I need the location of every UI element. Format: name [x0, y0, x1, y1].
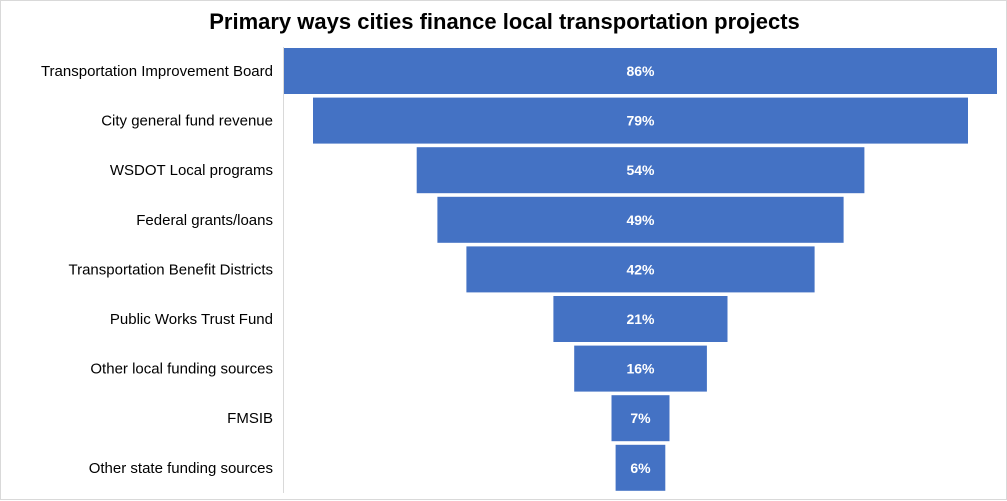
funnel-bar — [466, 246, 815, 293]
data-label: 42% — [626, 261, 655, 277]
category-label: Other local funding sources — [90, 361, 273, 378]
category-label: WSDOT Local programs — [110, 162, 273, 179]
data-label: 16% — [626, 361, 655, 377]
bars-group: 86% Transportation Improvement Board 79% Ci… — [41, 48, 997, 491]
category-label: Transportation Improvement Board — [41, 63, 273, 80]
funnel-bar — [611, 395, 670, 442]
category-label: Public Works Trust Fund — [110, 311, 273, 328]
data-label: 79% — [626, 113, 655, 129]
funnel-bar — [313, 97, 968, 144]
data-label: 49% — [626, 212, 655, 228]
funnel-bar — [437, 196, 844, 243]
funnel-bar — [284, 48, 997, 94]
category-label: FMSIB — [227, 410, 273, 427]
funnel-bar — [574, 345, 707, 392]
category-label: City general fund revenue — [101, 113, 273, 130]
category-label: Other state funding sources — [89, 460, 273, 477]
data-label: 7% — [630, 410, 651, 426]
data-label: 6% — [630, 460, 651, 476]
category-label: Federal grants/loans — [136, 212, 273, 229]
data-label: 21% — [626, 311, 655, 327]
category-label: Transportation Benefit Districts — [68, 261, 273, 278]
funnel-bar — [553, 296, 728, 342]
funnel-bar — [615, 444, 666, 491]
data-label: 54% — [626, 162, 655, 178]
data-label: 86% — [626, 63, 655, 79]
chart-title: Primary ways cities finance local transp… — [209, 9, 800, 34]
funnel-bar — [416, 147, 865, 194]
